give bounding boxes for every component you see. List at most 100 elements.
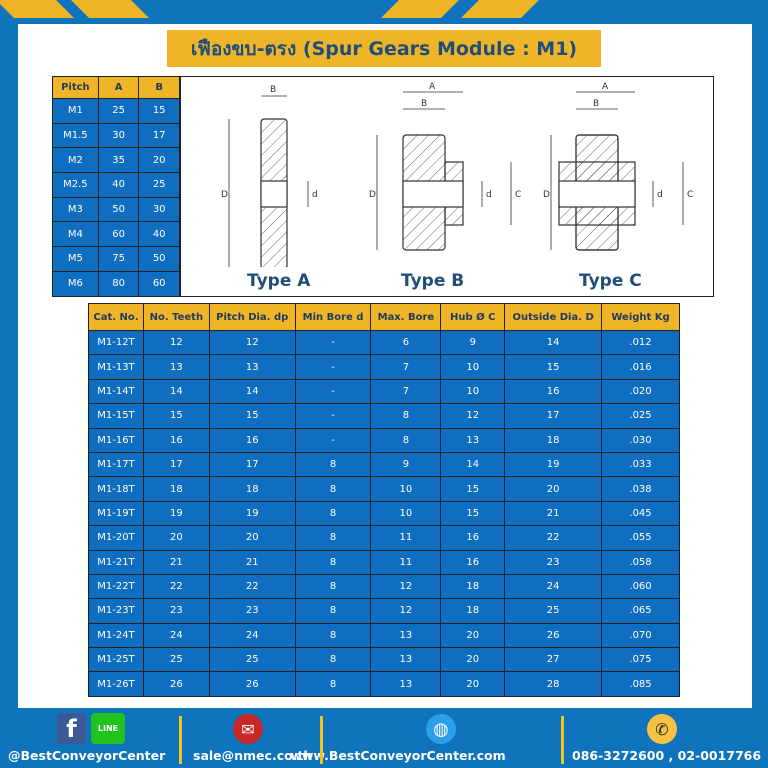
type-a-label: Type A <box>247 271 311 291</box>
table-row: M6 80 60 <box>52 270 180 297</box>
facebook-icon[interactable]: f <box>57 713 86 744</box>
table-row: M2 35 20 <box>52 147 180 174</box>
table-cell: .070 <box>601 622 680 649</box>
table-cell: 26 <box>142 671 210 697</box>
table-cell: 19 <box>504 451 603 478</box>
table-row: M1-15T 15 15-8 12 17.025 <box>88 403 680 429</box>
table-cell: 22 <box>142 573 210 600</box>
table-cell: 20 <box>440 647 506 673</box>
table-cell: - <box>294 427 372 453</box>
phone-number[interactable]: 086-3272600 , 02-0017766 <box>572 748 762 763</box>
table-cell: 13 <box>440 427 506 453</box>
dim-label-d-outer: D <box>543 190 550 200</box>
email-link[interactable]: sale@nmec.co.th <box>193 748 313 763</box>
spec-table: Cat. No. No. Teeth Pitch Dia. dp Min Bore d… <box>88 303 680 697</box>
table-cell: 30 <box>138 196 180 223</box>
table-cell: - <box>294 354 372 380</box>
line-icon[interactable]: LINE <box>91 713 125 744</box>
table-cell: 14 <box>440 451 506 478</box>
table-cell: 75 <box>97 246 140 272</box>
table-cell: 8 <box>294 671 372 697</box>
table-cell: 8 <box>294 573 372 600</box>
table-cell: 13 <box>370 622 442 649</box>
table-cell: M4 <box>52 221 99 248</box>
dim-label-b: B <box>593 99 599 109</box>
table-cell: .058 <box>601 549 680 575</box>
decor-stripe <box>381 0 459 18</box>
table-cell: 40 <box>138 221 180 248</box>
table-cell: 25 <box>138 172 180 198</box>
decor-stripe <box>461 0 539 18</box>
type-c-label: Type C <box>579 271 642 291</box>
table-cell: 8 <box>370 403 442 429</box>
table-cell: M1-24T <box>88 622 144 649</box>
table-cell: 19 <box>142 500 210 527</box>
social-handle[interactable]: @BestConveyorCenter <box>8 748 166 763</box>
dim-label-b: B <box>270 85 276 95</box>
table-cell: 80 <box>97 270 140 297</box>
phone-icon[interactable]: ✆ <box>647 714 677 744</box>
table-cell: .033 <box>601 451 680 478</box>
column-header: Cat. No. <box>88 303 144 331</box>
table-cell: .038 <box>601 476 680 502</box>
table-cell: 8 <box>294 500 372 527</box>
email-icon[interactable]: ✉ <box>233 714 263 744</box>
table-cell: M1-16T <box>88 427 144 453</box>
table-cell: 8 <box>294 622 372 649</box>
table-cell: 28 <box>504 671 603 697</box>
globe-icon[interactable]: ◍ <box>426 714 456 744</box>
table-cell: 9 <box>440 329 506 356</box>
table-cell: 18 <box>440 573 506 600</box>
table-cell: 19 <box>208 500 296 527</box>
table-row: M1-18T 18 18 8 10 15 20.038 <box>88 476 680 502</box>
table-cell: 12 <box>142 329 210 356</box>
column-header: Hub Ø C <box>440 303 506 331</box>
table-cell: .012 <box>601 329 680 356</box>
website-link[interactable]: www.BestConveyorCenter.com <box>290 748 506 763</box>
table-cell: 60 <box>97 221 140 248</box>
table-cell: 12 <box>208 329 296 356</box>
table-cell: M1-14T <box>88 378 144 405</box>
table-cell: 7 <box>370 354 442 380</box>
table-cell: 25 <box>208 647 296 673</box>
table-cell: M5 <box>52 246 99 272</box>
table-cell: 14 <box>208 378 296 405</box>
table-cell: 17 <box>208 451 296 478</box>
table-cell: 20 <box>504 476 603 502</box>
table-cell: 18 <box>504 427 603 453</box>
table-cell: .065 <box>601 598 680 624</box>
footer: f LINE @BestConveyorCenter ✉ sale@nmec.c… <box>0 712 768 768</box>
table-row: M1-12T 12 12-6 9 14.012 <box>88 329 680 356</box>
type-b-label: Type B <box>401 271 465 291</box>
table-cell: 24 <box>504 573 603 600</box>
table-cell: 20 <box>208 525 296 551</box>
table-cell: 10 <box>440 378 506 405</box>
table-row: M1-20T 20 20 8 11 16 22.055 <box>88 525 680 551</box>
table-cell: 25 <box>97 98 140 124</box>
table-cell: M1-12T <box>88 329 144 356</box>
table-cell: 60 <box>138 270 180 297</box>
table-row: M1 25 15 <box>52 98 180 124</box>
divider <box>320 716 323 764</box>
table-cell: 17 <box>138 122 180 149</box>
table-cell: M1-25T <box>88 647 144 673</box>
column-header: Min Bore d <box>294 303 372 331</box>
decor-stripe <box>0 0 74 18</box>
table-cell: 25 <box>504 598 603 624</box>
divider <box>561 716 564 764</box>
table-cell: 10 <box>440 354 506 380</box>
table-cell: 12 <box>370 573 442 600</box>
table-cell: M2 <box>52 147 99 174</box>
column-header: Outside Dia. D <box>504 303 603 331</box>
table-row: M1-13T 13 13-7 10 15.016 <box>88 354 680 380</box>
table-cell: 6 <box>370 329 442 356</box>
table-cell: 16 <box>440 549 506 575</box>
table-cell: 15 <box>440 500 506 527</box>
dim-label-a: A <box>602 82 609 92</box>
table-cell: M1.5 <box>52 122 99 149</box>
table-row: M1-21T 21 21 8 11 16 23.058 <box>88 549 680 575</box>
table-row: M1-22T 22 22 8 12 18 24.060 <box>88 573 680 600</box>
table-cell: 18 <box>440 598 506 624</box>
